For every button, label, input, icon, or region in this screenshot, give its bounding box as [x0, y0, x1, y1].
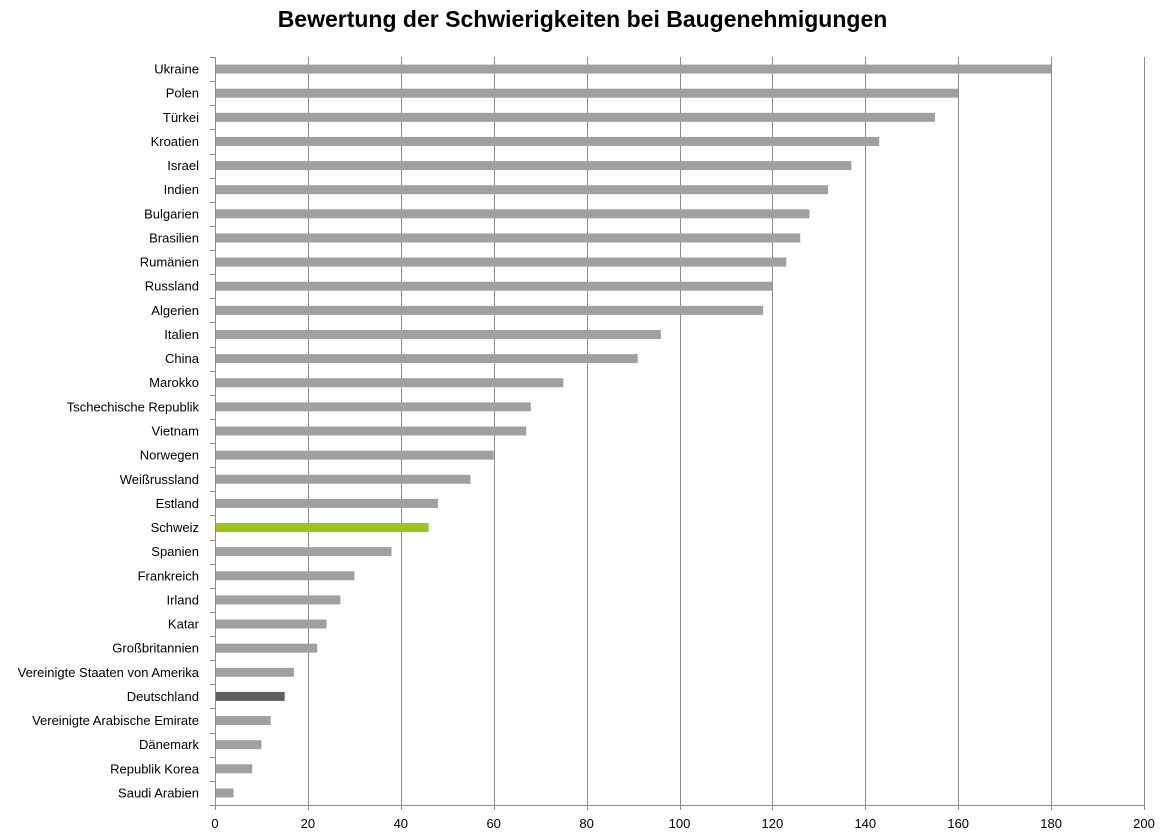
bar-1 [216, 88, 959, 98]
category-label: Russland [145, 279, 199, 294]
x-tick-label: 120 [762, 816, 784, 831]
category-label: Irland [166, 592, 199, 607]
category-label: Vereinigte Arabische Emirate [32, 713, 199, 728]
bar-0 [216, 64, 1052, 74]
bar-29 [216, 764, 253, 774]
category-label: Türkei [163, 110, 199, 125]
category-label: Deutschland [127, 689, 199, 704]
category-label: Republik Korea [110, 761, 200, 776]
category-label: Norwegen [140, 448, 199, 463]
category-label: Brasilien [149, 230, 199, 245]
bar-9 [216, 281, 773, 291]
bar-20 [216, 547, 392, 557]
category-label: Spanien [151, 544, 199, 559]
category-label: Tschechische Republik [67, 399, 200, 414]
x-tick-label: 140 [854, 816, 876, 831]
category-label: Weißrussland [120, 472, 199, 487]
bar-19 [216, 523, 429, 533]
category-labels: Ukraine Polen Türkei Kroatien Israel Indien Bu… [18, 62, 200, 801]
category-label: Kroatien [151, 134, 199, 149]
bar-26 [216, 691, 285, 701]
category-label: Algerien [151, 303, 199, 318]
x-tick-label: 80 [579, 816, 593, 831]
x-tick-label: 180 [1040, 816, 1062, 831]
category-label: Indien [164, 182, 199, 197]
bar-16 [216, 450, 494, 460]
bar-28 [216, 740, 262, 750]
bar-18 [216, 498, 438, 508]
bar-11 [216, 329, 661, 339]
category-label: China [165, 351, 200, 366]
bar-30 [216, 788, 234, 798]
category-label: Italien [164, 327, 199, 342]
x-tick-label: 20 [301, 816, 315, 831]
bar-22 [216, 595, 341, 605]
x-tick-label: 0 [211, 816, 218, 831]
bar-8 [216, 257, 787, 267]
bar-24 [216, 643, 318, 653]
category-label: Rumänien [140, 255, 199, 270]
category-label: Großbritannien [112, 641, 199, 656]
category-label: Vietnam [152, 424, 199, 439]
x-tick-label: 200 [1133, 816, 1155, 831]
category-label: Saudi Arabien [118, 785, 199, 800]
category-label: Frankreich [138, 568, 199, 583]
category-label: Marokko [149, 375, 199, 390]
category-label: Katar [168, 617, 200, 632]
bar-21 [216, 571, 355, 581]
x-tick-label: 100 [669, 816, 691, 831]
category-label: Dänemark [139, 737, 199, 752]
bar-13 [216, 378, 564, 388]
chart-title: Bewertung der Schwierigkeiten bei Baugen… [277, 6, 888, 32]
category-label: Ukraine [154, 62, 199, 77]
bar-23 [216, 619, 327, 629]
category-label: Bulgarien [144, 206, 199, 221]
x-tick-labels: 0 20 40 60 80 100 120 140 160 180 200 [211, 816, 1154, 831]
x-tick-label: 40 [394, 816, 408, 831]
bar-27 [216, 716, 271, 726]
x-tick-label: 60 [486, 816, 500, 831]
bar-10 [216, 305, 764, 315]
category-label: Schweiz [151, 520, 199, 535]
bar-12 [216, 354, 638, 364]
bar-15 [216, 426, 527, 436]
bar-14 [216, 402, 531, 412]
category-label: Vereinigte Staaten von Amerika [18, 665, 200, 680]
bar-5 [216, 185, 829, 195]
bar-3 [216, 136, 880, 146]
bar-6 [216, 209, 810, 219]
bar-2 [216, 112, 935, 122]
bars [216, 64, 1052, 798]
axes [210, 57, 1145, 810]
x-tick-label: 160 [947, 816, 969, 831]
category-label: Estland [156, 496, 199, 511]
category-label: Israel [167, 158, 199, 173]
bar-25 [216, 667, 294, 677]
bar-4 [216, 161, 852, 171]
bar-17 [216, 474, 471, 484]
category-label: Polen [166, 86, 199, 101]
bar-7 [216, 233, 801, 243]
